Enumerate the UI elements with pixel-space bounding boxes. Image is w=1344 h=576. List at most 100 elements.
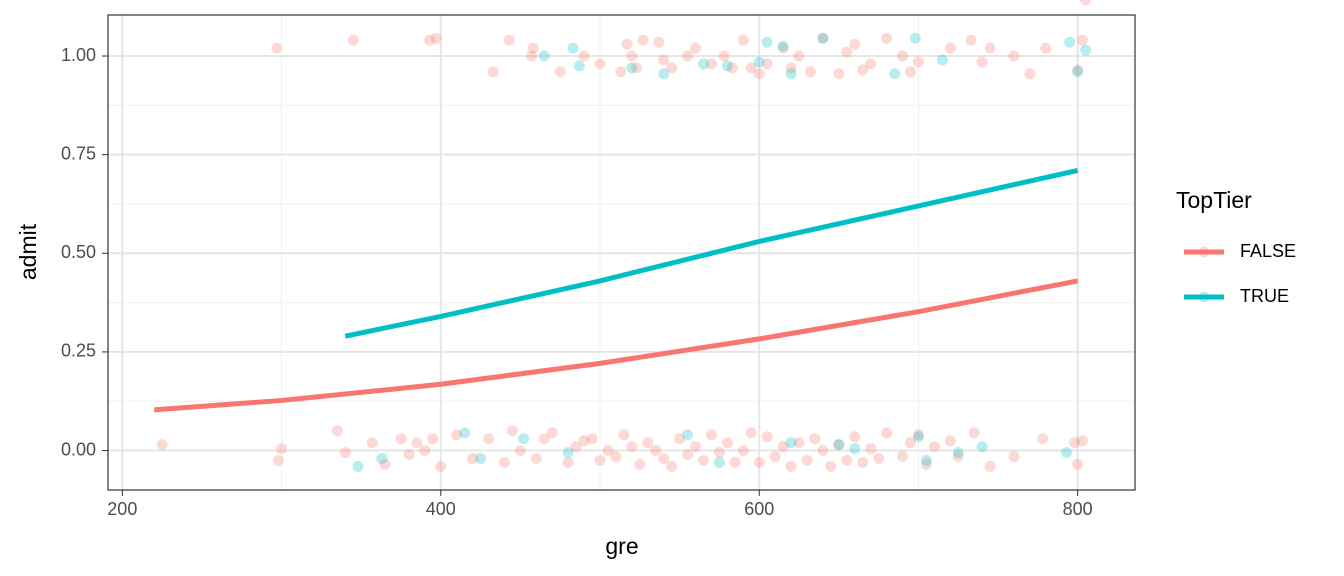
point bbox=[897, 450, 909, 462]
point bbox=[156, 439, 168, 451]
point bbox=[904, 66, 916, 78]
point bbox=[881, 32, 893, 44]
point bbox=[761, 431, 773, 443]
point bbox=[1076, 435, 1088, 447]
point bbox=[1076, 34, 1088, 46]
panel-border bbox=[107, 14, 1136, 491]
point bbox=[849, 431, 861, 443]
point bbox=[729, 456, 741, 468]
point bbox=[376, 452, 388, 464]
point bbox=[1061, 447, 1073, 459]
point bbox=[594, 454, 606, 466]
point bbox=[538, 50, 550, 62]
point bbox=[352, 460, 364, 472]
point bbox=[777, 40, 789, 52]
point bbox=[621, 38, 633, 50]
point bbox=[610, 450, 622, 462]
point bbox=[526, 50, 538, 62]
point bbox=[753, 456, 765, 468]
fit-line bbox=[344, 167, 1079, 339]
point bbox=[817, 32, 829, 44]
point bbox=[666, 62, 678, 74]
point bbox=[849, 38, 861, 50]
point bbox=[745, 62, 757, 74]
point bbox=[713, 447, 725, 459]
point bbox=[976, 441, 988, 453]
point bbox=[713, 456, 725, 468]
point bbox=[419, 445, 431, 457]
point bbox=[817, 32, 829, 44]
point bbox=[904, 437, 916, 449]
point bbox=[909, 32, 921, 44]
point bbox=[761, 36, 773, 48]
legend-key-point bbox=[1198, 291, 1210, 303]
point bbox=[698, 58, 710, 70]
point bbox=[562, 456, 574, 468]
point bbox=[936, 54, 948, 66]
point bbox=[483, 433, 495, 445]
point bbox=[586, 433, 598, 445]
point bbox=[475, 452, 487, 464]
y-axis-title: admit bbox=[15, 223, 41, 280]
point bbox=[642, 437, 654, 449]
point bbox=[658, 54, 670, 66]
point bbox=[682, 448, 694, 460]
point bbox=[1080, 44, 1092, 56]
point bbox=[721, 437, 733, 449]
point bbox=[912, 56, 924, 68]
point bbox=[984, 42, 996, 54]
point bbox=[527, 42, 539, 54]
point bbox=[570, 441, 582, 453]
point bbox=[1008, 450, 1020, 462]
point bbox=[578, 50, 590, 62]
point bbox=[833, 439, 845, 451]
point bbox=[395, 433, 407, 445]
point bbox=[785, 62, 797, 74]
point bbox=[271, 42, 283, 54]
point bbox=[487, 66, 499, 78]
point bbox=[968, 427, 980, 439]
point bbox=[841, 46, 853, 58]
point bbox=[1024, 68, 1036, 80]
point bbox=[682, 50, 694, 62]
point bbox=[546, 427, 558, 439]
point bbox=[920, 454, 932, 466]
point bbox=[1040, 42, 1052, 54]
point bbox=[873, 452, 885, 464]
point bbox=[562, 447, 574, 459]
point bbox=[658, 68, 670, 80]
point bbox=[1080, 0, 1092, 6]
point bbox=[379, 458, 391, 470]
y-tick-label: 0.25 bbox=[61, 341, 96, 361]
point bbox=[753, 68, 765, 80]
point bbox=[573, 60, 585, 72]
point bbox=[503, 34, 515, 46]
y-tick-label: 1.00 bbox=[61, 45, 96, 65]
y-tick-label: 0.50 bbox=[61, 242, 96, 262]
point bbox=[984, 460, 996, 472]
point bbox=[411, 437, 423, 449]
point bbox=[753, 56, 765, 68]
point bbox=[801, 454, 813, 466]
point bbox=[809, 433, 821, 445]
point bbox=[817, 445, 829, 457]
point bbox=[944, 42, 956, 54]
point bbox=[674, 433, 686, 445]
point bbox=[626, 62, 638, 74]
point bbox=[530, 452, 542, 464]
point bbox=[881, 427, 893, 439]
point bbox=[1037, 433, 1049, 445]
point bbox=[1068, 437, 1080, 449]
y-tick-label: 0.75 bbox=[61, 143, 96, 163]
point bbox=[1072, 458, 1084, 470]
point bbox=[658, 452, 670, 464]
point bbox=[650, 445, 662, 457]
x-tick-label: 800 bbox=[1063, 499, 1093, 519]
point bbox=[1064, 36, 1076, 48]
point bbox=[331, 425, 343, 437]
point bbox=[626, 50, 638, 62]
point bbox=[928, 441, 940, 453]
point bbox=[653, 36, 665, 48]
legend-label: FALSE bbox=[1240, 241, 1296, 261]
